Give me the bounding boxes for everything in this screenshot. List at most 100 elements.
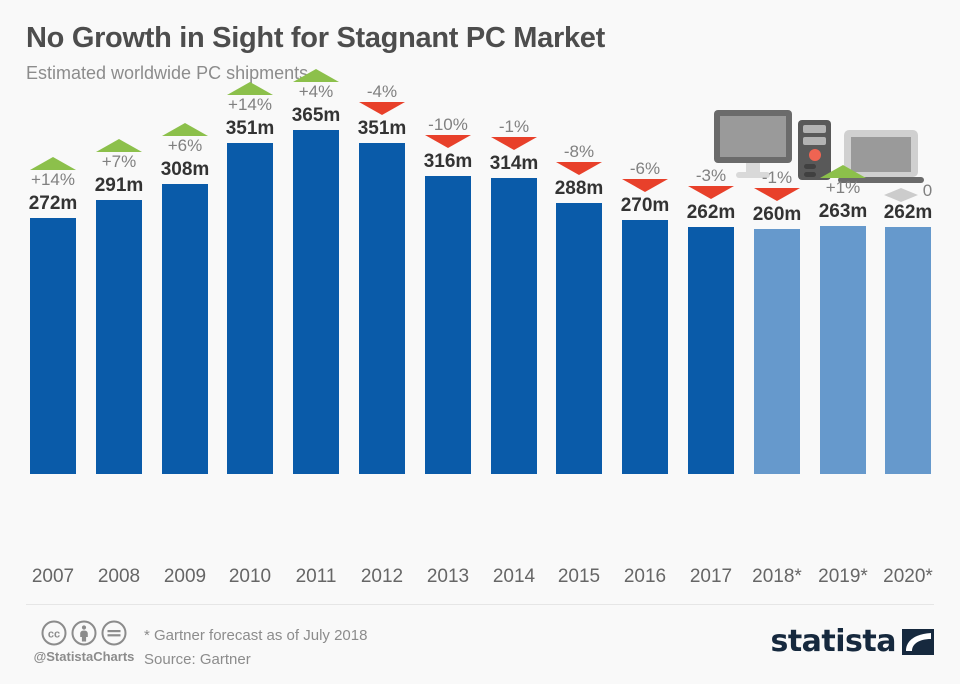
change-indicator: -10% — [420, 115, 476, 148]
bar-value-label: 263m — [818, 201, 868, 222]
cc-icon: cc — [41, 620, 67, 646]
arrow-down-icon — [425, 135, 471, 148]
creative-commons-icons: cc — [24, 620, 144, 646]
x-axis-label: 2009 — [163, 566, 207, 587]
bar-actual[interactable] — [359, 143, 405, 474]
bar-value-label: 308m — [160, 159, 210, 180]
bar-actual[interactable] — [162, 184, 208, 474]
bar-value-label: 316m — [423, 151, 473, 172]
change-indicator: +7% — [91, 139, 147, 172]
arrow-down-icon — [359, 102, 405, 115]
statista-logo[interactable]: statista — [770, 626, 934, 658]
x-axis-label: 2017 — [689, 566, 733, 587]
arrow-up-icon — [30, 157, 76, 170]
x-axis-label: 2014 — [492, 566, 536, 587]
change-label: -6% — [629, 159, 661, 178]
forecast-footnote: * Gartner forecast as of July 2018 — [144, 627, 368, 644]
change-label: +4% — [298, 82, 334, 101]
change-indicator: -1% — [486, 117, 542, 150]
bar-value-label: 351m — [225, 118, 275, 139]
x-axis-label: 2008 — [97, 566, 141, 587]
change-indicator: +4% — [288, 69, 344, 102]
change-indicator: -3% — [683, 166, 739, 199]
bar-actual[interactable] — [227, 143, 273, 474]
bar-value-label: 314m — [489, 153, 539, 174]
change-indicator: -6% — [617, 159, 673, 192]
bar-actual[interactable] — [491, 178, 537, 474]
change-indicator: -1% — [749, 168, 805, 201]
arrow-down-icon — [622, 179, 668, 192]
source-note: Source: Gartner — [144, 651, 251, 668]
arrow-up-icon — [293, 69, 339, 82]
x-axis-label: 2016 — [623, 566, 667, 587]
x-axis-label: 2011 — [295, 566, 337, 587]
change-label: +7% — [101, 152, 137, 171]
bar-value-label: 351m — [357, 118, 407, 139]
bar-actual[interactable] — [30, 218, 76, 474]
bar-value-label: 270m — [620, 195, 670, 216]
bar-actual[interactable] — [293, 130, 339, 474]
monitor-icon — [714, 110, 792, 178]
header: No Growth in Sight for Stagnant PC Marke… — [26, 20, 726, 86]
change-label: -1% — [498, 117, 530, 136]
change-indicator: 0 — [873, 181, 943, 202]
bar-actual[interactable] — [622, 220, 668, 474]
change-indicator: +14% — [222, 82, 278, 115]
page-title: No Growth in Sight for Stagnant PC Marke… — [26, 22, 605, 54]
change-indicator: +1% — [815, 165, 871, 198]
statista-charts-handle: @StatistaCharts — [33, 649, 135, 664]
bar-value-label: 262m — [686, 202, 736, 223]
bar-forecast[interactable] — [885, 227, 931, 474]
bar-value-label: 291m — [94, 175, 144, 196]
change-label: +14% — [31, 170, 75, 189]
cc-no-derivatives-icon — [101, 620, 127, 646]
svg-text:cc: cc — [48, 629, 60, 641]
bar-actual[interactable] — [96, 200, 142, 474]
creative-commons-block: cc @StatistaCharts — [24, 620, 144, 665]
x-axis-label: 2010 — [228, 566, 272, 587]
arrow-flat-icon — [883, 187, 918, 202]
bar-value-label: 262m — [883, 202, 933, 223]
change-indicator: +14% — [25, 157, 81, 190]
change-label: +1% — [825, 178, 861, 197]
change-label: -1% — [761, 168, 793, 187]
change-indicator: -8% — [551, 142, 607, 175]
arrow-down-icon — [754, 188, 800, 201]
x-axis-label: 2012 — [360, 566, 404, 587]
bar-actual[interactable] — [425, 176, 471, 474]
bar-value-label: 288m — [554, 178, 604, 199]
bar-value-label: 260m — [752, 204, 802, 225]
bar-chart-plot-area: 272m +14% 2007 291m +7% 2008 308m +6% 2009 351m +1… — [25, 69, 943, 587]
x-axis-label: 2015 — [557, 566, 601, 587]
bar-actual[interactable] — [556, 203, 602, 474]
footer-divider — [26, 604, 934, 605]
x-axis-label: 2018* — [752, 566, 802, 587]
change-label: -4% — [366, 82, 398, 101]
bar-value-label: 272m — [28, 193, 78, 214]
change-label: -8% — [563, 142, 595, 161]
footer: cc @StatistaCharts * Gartner forecast as… — [0, 604, 960, 684]
footnotes: * Gartner forecast as of July 2018 Sourc… — [144, 624, 367, 672]
x-axis-label: 2019* — [818, 566, 868, 587]
bar-actual[interactable] — [688, 227, 734, 474]
change-indicator: -4% — [354, 82, 410, 115]
arrow-up-icon — [227, 82, 273, 95]
change-label: +14% — [228, 95, 272, 114]
change-label: -3% — [695, 166, 727, 185]
arrow-up-icon — [162, 123, 208, 136]
change-indicator: +6% — [157, 123, 213, 156]
laptop-icon — [838, 130, 924, 183]
cc-attribution-person-icon — [71, 620, 97, 646]
bar-forecast[interactable] — [754, 229, 800, 474]
x-axis-label: 2020* — [883, 566, 933, 587]
arrow-up-icon — [96, 139, 142, 152]
statista-wordmark: statista — [770, 624, 896, 659]
arrow-up-icon — [820, 165, 866, 178]
change-label: +6% — [167, 136, 203, 155]
statista-mark-icon — [902, 629, 934, 655]
x-axis-label: 2013 — [426, 566, 470, 587]
bar-value-label: 365m — [291, 105, 341, 126]
bar-forecast[interactable] — [820, 226, 866, 474]
arrow-down-icon — [556, 162, 602, 175]
